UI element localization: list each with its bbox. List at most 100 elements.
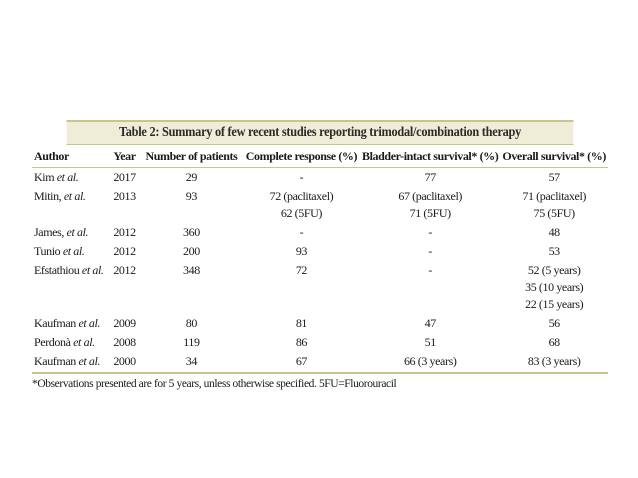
cell-complete-response: 72 [243, 261, 360, 314]
cell-complete-response-line: - [299, 225, 304, 239]
cell-bladder-intact-line: 67 (paclitaxel) [398, 189, 463, 203]
author-etal: et al. [61, 189, 86, 203]
table-header-row: Author Year Number of patients Complete … [32, 145, 608, 168]
author-name: James, [34, 225, 64, 239]
header-year: Year [109, 145, 140, 168]
cell-overall-survival: 56 [500, 314, 608, 333]
cell-overall-survival: 48 [500, 223, 608, 242]
cell-complete-response: 81 [243, 314, 360, 333]
cell-author: Tunio et al. [32, 242, 109, 261]
cell-complete-response: 72 (paclitaxel) 62 (5FU) [243, 187, 360, 223]
cell-bladder-intact: 66 (3 years) [360, 352, 501, 374]
cell-year: 2012 [113, 225, 136, 239]
cell-complete-response-line: 72 (paclitaxel) [269, 189, 334, 203]
header-author: Author [32, 145, 110, 168]
cell-complete-response-line: 86 [295, 335, 308, 349]
cell-bladder-intact-line: - [428, 244, 432, 258]
cell-overall-survival-line: 53 [548, 244, 561, 258]
author-etal: et al. [75, 354, 101, 368]
cell-bladder-intact: - [360, 223, 500, 242]
cell-complete-response: 86 [243, 333, 360, 352]
cell-year: 2008 [113, 335, 136, 349]
author-name: Efstathiou [34, 263, 80, 277]
cell-bladder-intact: - [360, 261, 500, 314]
cell-year: 2017 [113, 170, 136, 184]
cell-bladder-intact-line: 51 [424, 335, 437, 349]
table-figure: Table 2: Summary of few recent studies r… [32, 120, 608, 390]
author-name: Tunio [34, 244, 61, 258]
table-row: Efstathiou et al. 2012 348 72 - 52 (5 years) 3… [32, 261, 608, 314]
author-name: Mitin, [34, 189, 62, 203]
cell-author: Mitin, et al. [32, 187, 109, 223]
cell-bladder-intact: 47 [360, 314, 500, 333]
cell-author: Efstathiou et al. [32, 261, 109, 314]
table-caption: Table 2: Summary of few recent studies r… [66, 120, 574, 145]
cell-overall-survival-line: 68 [548, 335, 561, 349]
cell-complete-response: 93 [243, 242, 360, 261]
cell-overall-survival-line: 71 (paclitaxel) [522, 189, 586, 203]
cell-overall-survival: 53 [500, 242, 608, 261]
cell-year: 2009 [113, 316, 136, 330]
cell-patients: 29 [185, 170, 198, 184]
cell-complete-response-line: 81 [295, 316, 308, 330]
author-name: Kaufman [34, 354, 76, 368]
author-etal: et al. [63, 225, 89, 239]
author-etal: et al. [60, 244, 85, 258]
table-row: Perdonà et al. 2008 119 86 51 68 [32, 333, 608, 352]
cell-overall-survival-line: 48 [548, 225, 561, 239]
table-row: Kaufman et al. 2000 34 67 66 (3 years) 83 (3 … [32, 352, 608, 374]
author-name: Kim [34, 170, 55, 184]
cell-author: Perdonà et al. [32, 333, 109, 352]
cell-overall-survival-line: 35 (10 years) [525, 280, 584, 294]
cell-patients: 34 [139, 352, 243, 374]
cell-patients: 119 [183, 335, 200, 349]
cell-bladder-intact-line: 71 (5FU) [409, 206, 452, 220]
author-etal: et al. [54, 170, 79, 184]
author-etal: et al. [70, 335, 95, 349]
cell-bladder-intact-line: 47 [424, 316, 437, 330]
header-overall-survival: Overall survival* (%) [500, 145, 608, 168]
cell-author: Kaufman et al. [32, 314, 109, 333]
cell-overall-survival: 57 [500, 168, 608, 188]
cell-complete-response: - [243, 223, 360, 242]
cell-bladder-intact-line: 66 (3 years) [403, 354, 457, 368]
cell-bladder-intact: 67 (paclitaxel) 71 (5FU) [360, 187, 500, 223]
cell-overall-survival-line: 75 (5FU) [533, 206, 576, 220]
cell-overall-survival: 71 (paclitaxel) 75 (5FU) [500, 187, 608, 223]
table-row: James, et al. 2012 360 - - 48 [32, 223, 608, 242]
table-row: Kim et al. 2017 29 - 77 57 [32, 168, 608, 188]
cell-overall-survival-line: 56 [548, 316, 561, 330]
table-row: Tunio et al. 2012 200 93 - 53 [32, 242, 608, 261]
table-footnote: *Observations presented are for 5 years,… [32, 378, 397, 390]
header-complete-response: Complete response (%) [242, 145, 361, 168]
cell-complete-response-line: - [299, 170, 304, 184]
cell-complete-response-line: 72 [295, 263, 308, 277]
cell-patients: 93 [185, 189, 198, 203]
cell-bladder-intact: 51 [360, 333, 500, 352]
cell-author: Kaufman et al. [32, 352, 110, 374]
cell-overall-survival: 83 (3 years) [500, 352, 608, 374]
author-etal: et al. [79, 263, 104, 277]
cell-bladder-intact-line: - [428, 225, 432, 239]
cell-patients: 360 [183, 225, 200, 239]
author-etal: et al. [75, 316, 101, 330]
cell-bladder-intact: - [360, 242, 500, 261]
cell-year: 2000 [109, 352, 140, 374]
cell-patients: 80 [185, 316, 198, 330]
cell-bladder-intact-line: - [428, 263, 432, 277]
cell-overall-survival: 68 [500, 333, 608, 352]
cell-overall-survival-line: 22 (15 years) [525, 297, 584, 311]
table-row: Kaufman et al. 2009 80 81 47 56 [32, 314, 608, 333]
cell-year: 2012 [113, 244, 136, 258]
cell-bladder-intact: 77 [360, 168, 500, 188]
table-row: Mitin, et al. 2013 93 72 (paclitaxel) 62 (5F… [32, 187, 608, 223]
cell-patients: 348 [183, 263, 200, 277]
cell-year: 2012 [113, 263, 136, 277]
cell-patients: 200 [183, 244, 200, 258]
cell-complete-response: - [243, 168, 360, 188]
header-patients: Number of patients [139, 145, 243, 168]
cell-year: 2013 [113, 189, 136, 203]
cell-complete-response-line: 62 (5FU) [280, 206, 323, 220]
cell-author: James, et al. [32, 223, 109, 242]
studies-table: Author Year Number of patients Complete … [32, 145, 608, 374]
